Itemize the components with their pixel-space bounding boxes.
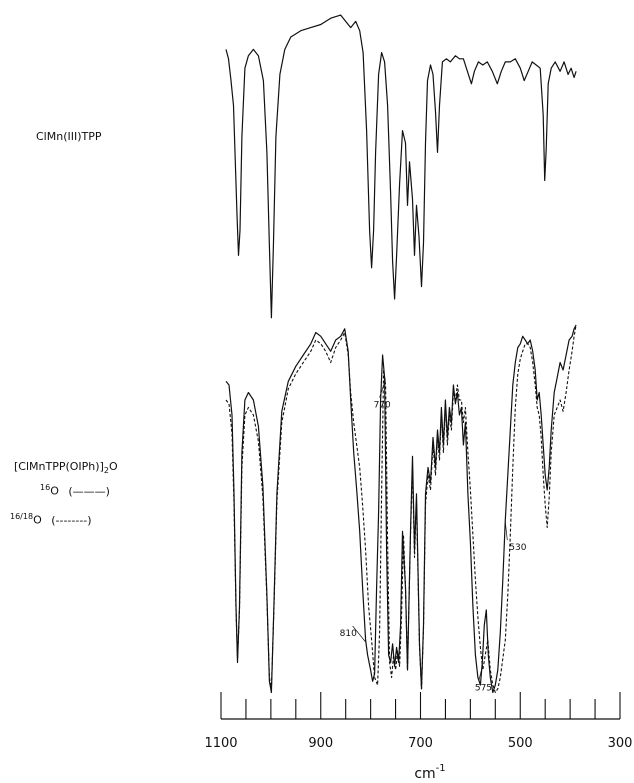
panel2-name-suffix: O [108, 460, 118, 473]
peak-label-575: 575 [475, 684, 492, 694]
peak-leader-810 [352, 625, 366, 643]
panel2-compound-label: [ClMnTPP(OIPh)]2O [14, 460, 118, 475]
legend-dashed-isotope: 16/18 [10, 512, 34, 521]
peak-label-530: 530 [509, 543, 526, 553]
legend-dashed: 16/18O (--------) [10, 512, 92, 527]
peak-label-810: 810 [340, 629, 357, 639]
legend-dashed-sample: (--------) [51, 513, 92, 527]
panel1-spectrum-solid [225, 14, 577, 319]
panel2-name-subscript: 2 [103, 466, 109, 476]
peak-leader-575 [478, 664, 484, 681]
panel1-name: ClMn(III)TPP [36, 130, 102, 143]
x-tick-label-500: 500 [508, 736, 533, 751]
spectra-layer [225, 14, 577, 694]
legend-solid: 16O (———) [40, 483, 110, 498]
legend-dashed-text: O [33, 513, 42, 527]
peak-annotations: 810 770 575 530 [340, 379, 527, 694]
panel1-compound-label: ClMn(III)TPP [36, 130, 102, 143]
legend-solid-text: O [50, 484, 59, 498]
x-tick-label-700: 700 [408, 736, 433, 751]
legend-solid-isotope: 16 [40, 483, 51, 492]
panel2-name: [ClMnTPP(OIPh)] [14, 460, 104, 473]
x-tick-label-1100: 1100 [204, 736, 237, 751]
x-axis-label-superscript: -1 [436, 763, 446, 774]
peak-leader-770 [379, 379, 386, 398]
panel2-spectrum-solid [225, 324, 577, 694]
x-axis-label: cm-1 [414, 763, 445, 782]
peak-leader-530 [504, 521, 508, 541]
peak-label-770: 770 [374, 401, 391, 411]
x-axis-label-text: cm [414, 766, 435, 782]
legend-solid-sample: (———) [68, 484, 110, 498]
x-axis: 1100 900 700 500 300 [204, 692, 632, 751]
x-tick-label-300: 300 [608, 736, 633, 751]
x-tick-label-900: 900 [308, 736, 333, 751]
panel2-spectrum-dashed [225, 324, 577, 694]
